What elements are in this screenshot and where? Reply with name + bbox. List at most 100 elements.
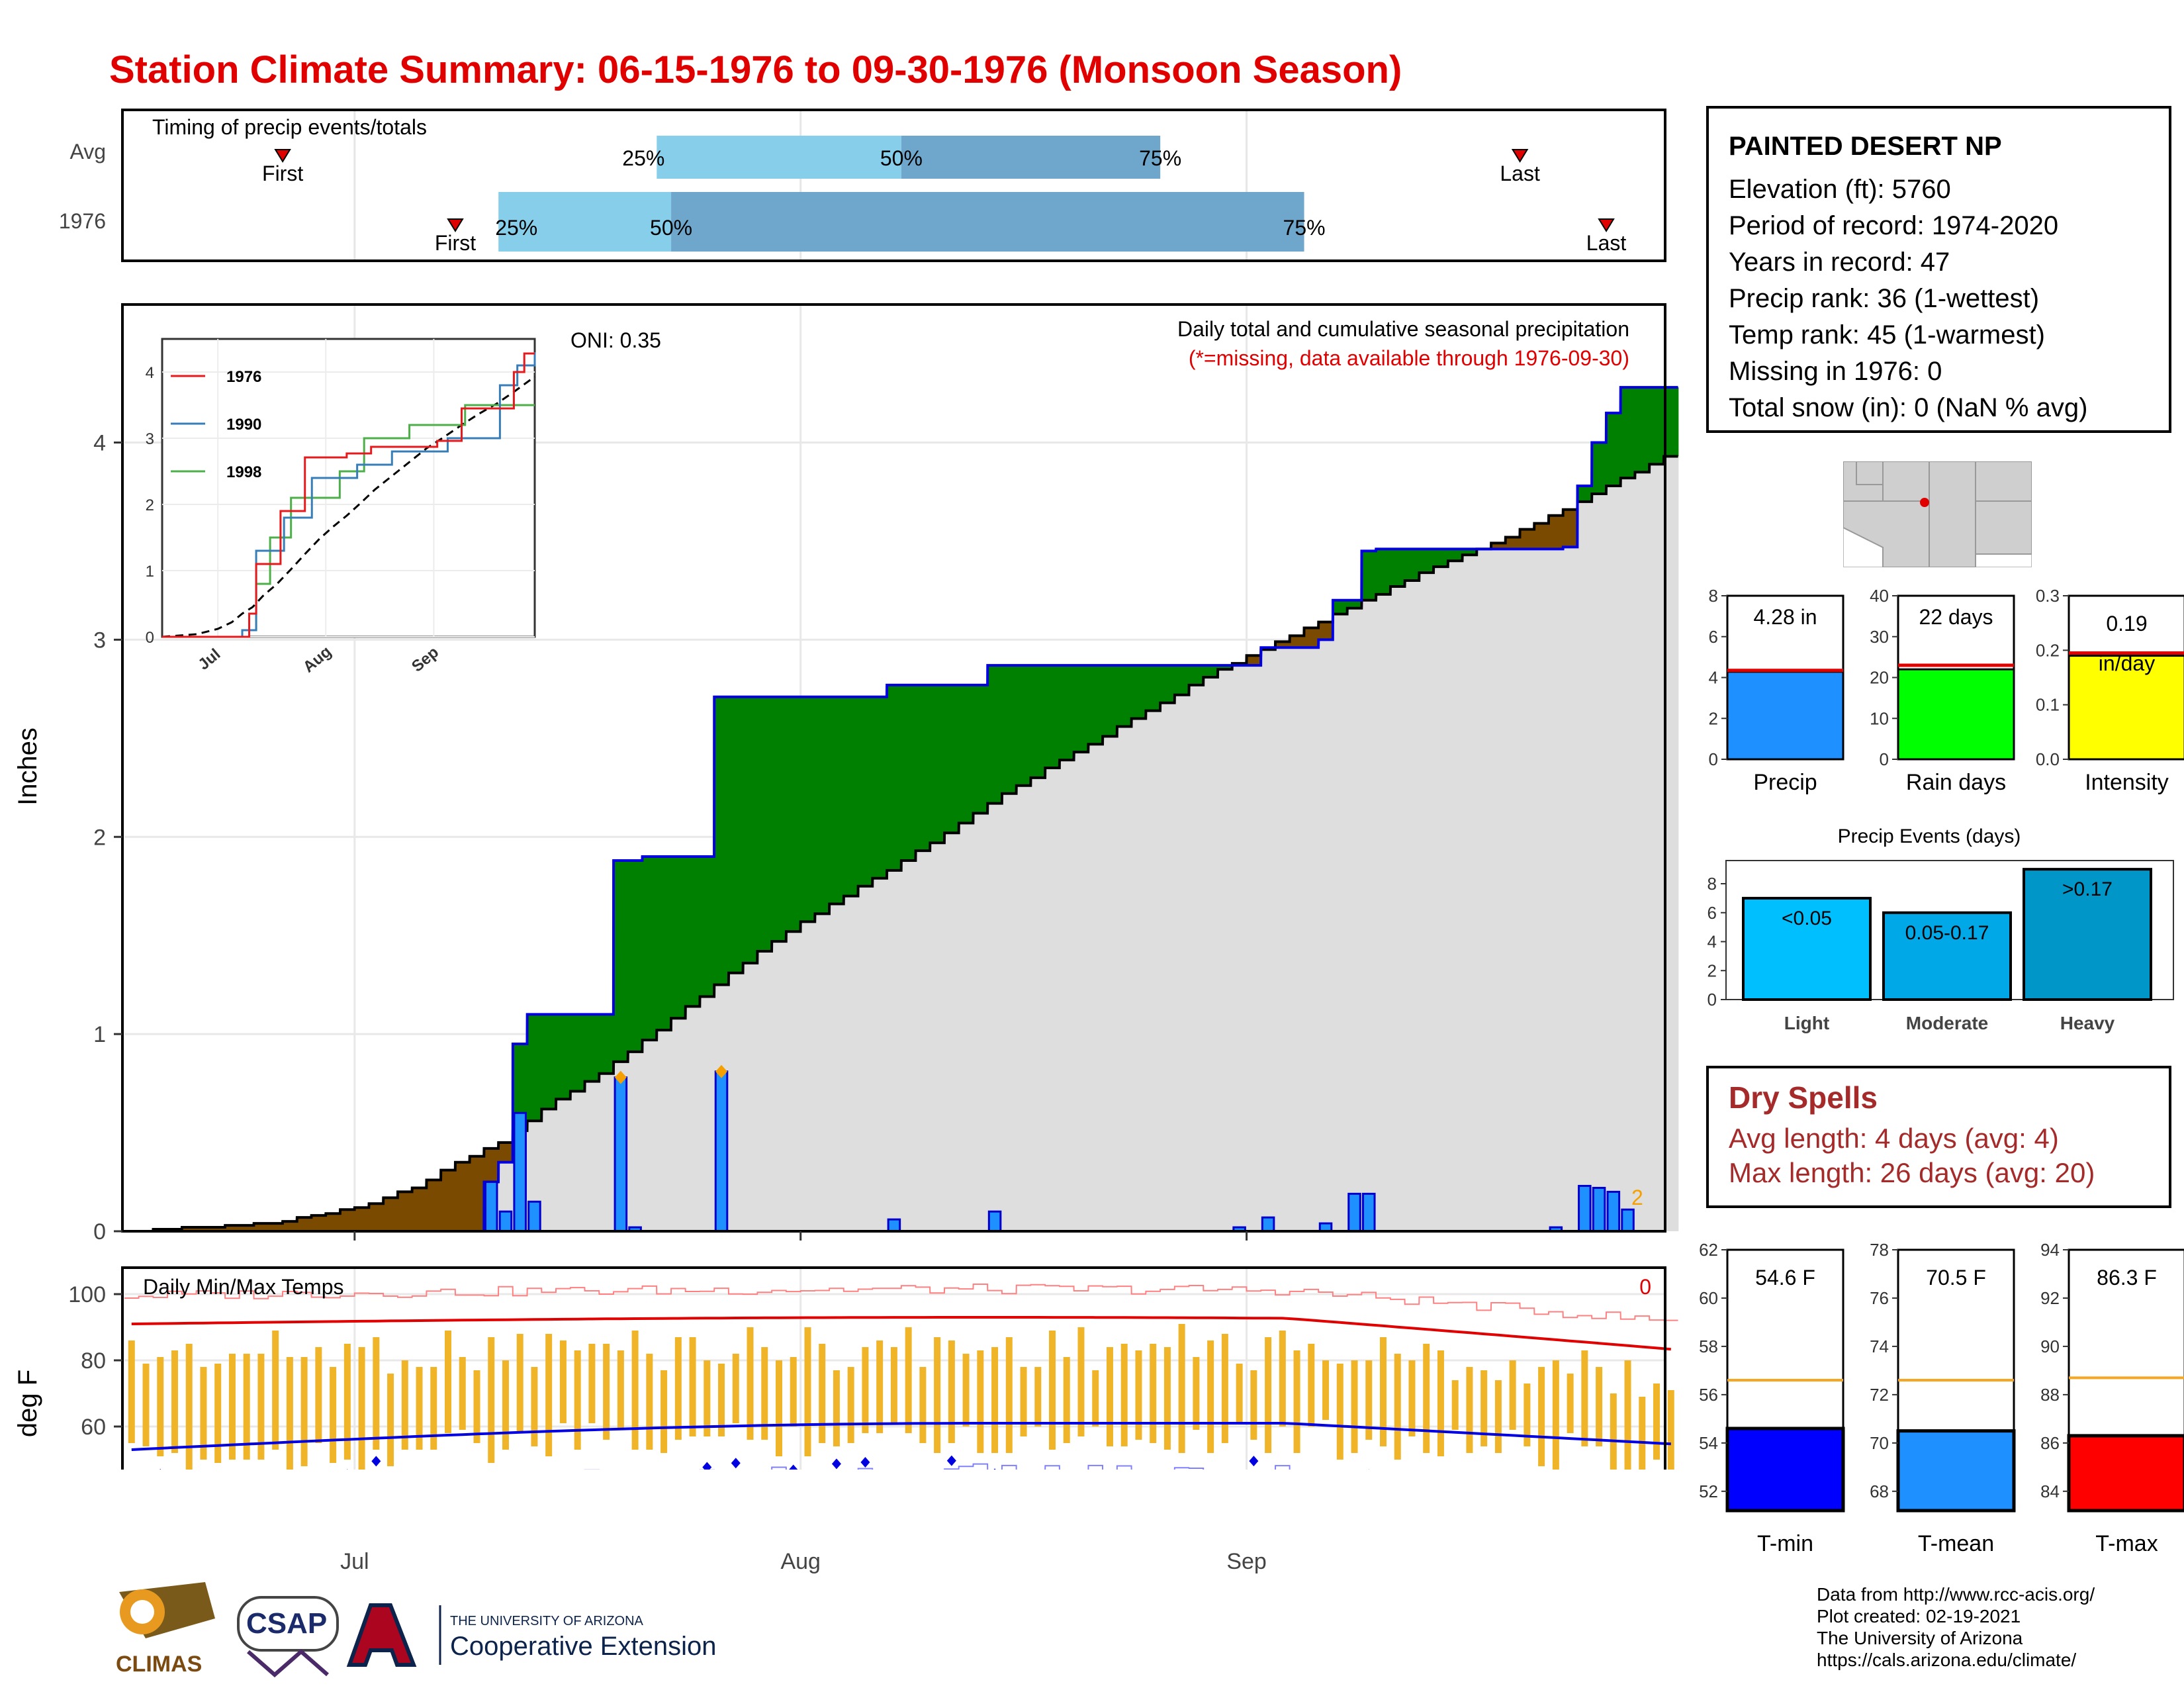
temps-daily-bar <box>689 1337 696 1436</box>
summary-bar-value <box>2068 655 2184 761</box>
dry-spells-title: Dry Spells <box>1729 1080 1878 1115</box>
temps-daily-bar <box>128 1340 135 1443</box>
temps-daily-bar <box>905 1327 912 1433</box>
summary-bar-tick-label: 8 <box>1709 586 1718 606</box>
precip-above-avg-area <box>556 1014 571 1100</box>
precip-above-avg-area <box>800 696 816 922</box>
precip-above-avg-area <box>973 684 988 814</box>
precip-avg-area <box>843 896 859 1231</box>
temps-daily-bar <box>416 1367 423 1450</box>
timing-p50-label: 50% <box>880 146 923 170</box>
temps-daily-bar <box>257 1354 265 1460</box>
events-bar <box>2023 868 2152 1001</box>
precip-avg-area <box>556 1099 571 1231</box>
temp-summary-bars: 52 54 56 58 60 62 54.6 F T-min 68 70 72 74 76 78 70.5 … <box>1699 1240 2184 1556</box>
temps-daily-bar <box>473 1370 480 1443</box>
temps-daily-bar <box>1480 1370 1488 1446</box>
temps-daily-bar <box>1193 1357 1200 1430</box>
temps-daily-bar <box>790 1357 797 1427</box>
precip-below-avg-area <box>369 1203 384 1231</box>
precip-avg-area <box>772 941 787 1231</box>
temps-xtick-aug: Aug <box>780 1549 821 1574</box>
temps-daily-bar <box>890 1347 897 1423</box>
precip-avg-area <box>1477 549 1492 1231</box>
temps-normal-max-line <box>131 1316 1671 1351</box>
temps-daily-bar <box>1667 1390 1674 1470</box>
precip-daily-bar <box>513 1111 527 1233</box>
temps-daily-bar <box>1150 1344 1157 1443</box>
precip-above-avg-area <box>1116 665 1132 727</box>
precip-above-avg-area <box>1361 551 1377 600</box>
station-temp-rank: Temp rank: 45 (1-warmest) <box>1729 320 2045 350</box>
precip-avg-area <box>872 878 887 1231</box>
temps-daily-bar <box>1494 1380 1502 1453</box>
precip-avg-area <box>1088 744 1103 1231</box>
temps-daily-bar <box>1106 1347 1113 1446</box>
precip-above-avg-area <box>872 696 887 878</box>
temps-daily-bar <box>804 1327 811 1456</box>
temps-daily-bar <box>430 1367 437 1450</box>
temps-xaxis: Jul Aug Sep <box>340 1549 1267 1574</box>
temp-summary-value-label: 70.5 F <box>1926 1266 1986 1289</box>
precip-avg-area <box>599 1073 614 1231</box>
temps-daily-bar <box>819 1344 826 1443</box>
precip-below-avg-area <box>225 1225 240 1231</box>
precip-daily-bar <box>887 1218 901 1233</box>
precip-below-avg-area <box>412 1188 428 1231</box>
precip-above-avg-area <box>1664 387 1679 457</box>
temps-daily-bar <box>358 1347 365 1470</box>
precip-above-avg-area <box>1577 486 1592 502</box>
precip-above-avg-area <box>743 696 758 963</box>
precip-above-avg-area <box>657 857 672 1031</box>
precip-avg-area <box>1505 549 1521 1231</box>
precip-avg-area <box>1447 561 1463 1231</box>
precip-above-avg-area <box>599 1014 614 1074</box>
station-info-box: PAINTED DESERT NP Elevation (ft): 5760 P… <box>1706 106 2171 433</box>
precip-avg-area <box>887 870 902 1231</box>
precip-avg-area <box>1059 760 1075 1231</box>
precip-avg-area <box>815 914 830 1231</box>
footer-line-created: Plot created: 02-19-2021 <box>1817 1606 2021 1626</box>
summary-bar-tick-label: 0 <box>1880 749 1889 769</box>
precip-avg-area <box>1318 639 1334 1231</box>
temps-daily-bar <box>1020 1367 1027 1436</box>
precip-avg-area <box>958 823 974 1231</box>
precip-daily-bar <box>527 1200 541 1233</box>
timing-heading: Timing of precip events/totals <box>152 115 427 139</box>
station-years: Years in record: 47 <box>1729 248 1950 277</box>
precip-above-avg-area <box>843 696 859 896</box>
temps-daily-bar <box>228 1354 236 1460</box>
precip-below-avg-area <box>196 1227 212 1231</box>
temps-daily-bar <box>1380 1337 1387 1446</box>
temps-daily-bar <box>387 1374 394 1466</box>
precip-above-avg-area <box>1073 665 1089 753</box>
station-period: Period of record: 1974-2020 <box>1729 211 2059 240</box>
precip-avg-area <box>1275 647 1291 1231</box>
timing-bar-q2 <box>671 192 1304 252</box>
temps-daily-bar <box>948 1340 955 1443</box>
oni-label: ONI: 0.35 <box>570 328 661 352</box>
precip-above-avg-area <box>1160 665 1175 703</box>
summary-bar-tick-label: 20 <box>1870 668 1889 688</box>
precip-above-avg-area <box>627 861 643 1052</box>
temps-daily-bar <box>1322 1360 1330 1420</box>
temp-summary-tick-label: 86 <box>2040 1433 2060 1453</box>
temps-daily-bar <box>373 1337 380 1450</box>
events-bar <box>1882 911 2012 1001</box>
temp-summary-value-label: 86.3 F <box>2097 1266 2157 1289</box>
temps-daily-bar <box>488 1337 495 1463</box>
precip-below-avg-area <box>1534 523 1549 549</box>
temps-daily-bar <box>1049 1331 1056 1450</box>
temps-daily-bar <box>1466 1367 1473 1453</box>
temps-panel: deg F 406080100 Daily Min/Max Temps 0 14 <box>13 1266 1678 1470</box>
precip-below-avg-area <box>441 1170 456 1231</box>
precip-avg-area <box>1116 726 1132 1231</box>
temps-daily-bar <box>1308 1344 1315 1427</box>
temps-daily-bar <box>977 1350 984 1453</box>
precip-avg-area <box>1203 677 1218 1231</box>
precip-avg-area <box>1563 547 1578 1231</box>
precip-avg-area <box>1520 549 1535 1231</box>
temps-record-low-marker <box>831 1458 841 1470</box>
temps-normal-min-line <box>131 1422 1671 1451</box>
precip-avg-area <box>541 1109 557 1231</box>
